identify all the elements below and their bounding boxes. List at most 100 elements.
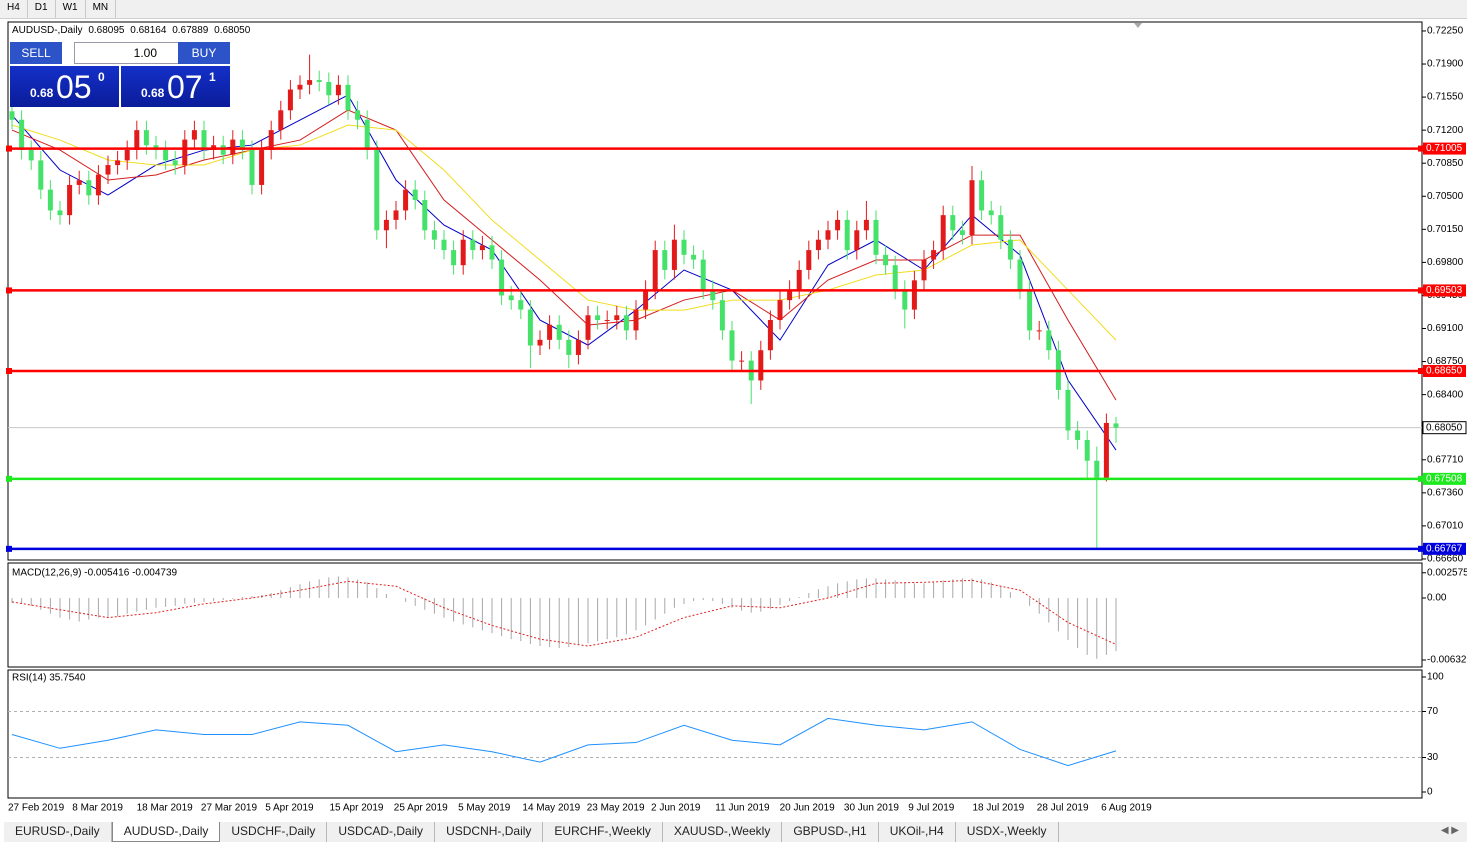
chart-tab[interactable]: USDX-,Weekly	[956, 822, 1059, 842]
macd-tick-label: -0.006326	[1427, 655, 1467, 666]
date-label: 14 May 2019	[522, 803, 580, 814]
candle-body	[1075, 430, 1081, 440]
macd-label: MACD(12,26,9) -0.005416 -0.004739	[12, 568, 178, 579]
candle-body	[345, 84, 351, 111]
bid-quote[interactable]: 0.68 05 0	[10, 66, 119, 107]
level-label: 0.68650	[1426, 366, 1463, 377]
timeframe-button[interactable]: MN	[86, 0, 117, 18]
date-label: 5 Apr 2019	[265, 803, 314, 814]
candle-body	[163, 149, 169, 161]
candle-body	[1094, 460, 1100, 478]
price-tick-label: 0.68750	[1427, 356, 1464, 367]
price-tick-label: 0.70150	[1427, 224, 1464, 235]
tab-scroll[interactable]: ◀ ▶	[1440, 825, 1459, 836]
candle-body	[796, 269, 802, 290]
rsi-line	[11, 717, 1117, 767]
symbol: AUDUSD-,Daily	[12, 25, 83, 36]
price-tick-label: 0.67360	[1427, 487, 1464, 498]
candle-body	[230, 139, 236, 155]
candle-body	[921, 259, 927, 281]
candle-body	[931, 250, 937, 260]
candle-body	[297, 84, 303, 90]
chart-tab[interactable]: AUDUSD-,Daily	[111, 822, 221, 842]
candle-body	[86, 180, 92, 196]
level-handle	[6, 545, 12, 552]
candle-body	[460, 239, 466, 266]
candle-body	[710, 289, 716, 301]
price-tick-label: 0.71550	[1427, 92, 1464, 103]
candle-body	[47, 189, 53, 211]
candle-body	[518, 300, 524, 310]
ask-quote[interactable]: 0.68 07 1	[121, 66, 230, 107]
level-handle	[1418, 475, 1424, 482]
candle-body	[182, 139, 188, 166]
chart-tab[interactable]: EURCHF-,Weekly	[543, 822, 663, 842]
price-tick-label: 0.67710	[1427, 454, 1464, 465]
level-box	[1423, 542, 1466, 555]
chart-header: AUDUSD-,Daily 0.68095 0.68164 0.67889 0.…	[12, 25, 253, 36]
ask-pips: 07	[167, 69, 203, 105]
sell-button[interactable]: SELL	[10, 42, 62, 64]
candle-body	[863, 219, 869, 231]
date-label: 20 Jun 2019	[780, 803, 835, 814]
date-label: 27 Feb 2019	[8, 803, 65, 814]
candle-body	[9, 111, 15, 120]
candle-body	[76, 180, 82, 185]
timeframe-button[interactable]: W1	[56, 0, 86, 18]
candle-body	[1113, 423, 1119, 428]
candle-body	[1036, 330, 1042, 332]
timeframe-button[interactable]: H4	[0, 0, 28, 18]
candle-body	[1046, 330, 1052, 351]
candle-body	[566, 339, 572, 355]
candle-body	[623, 315, 629, 331]
candle-body	[143, 130, 149, 146]
level-label: 0.71005	[1426, 143, 1463, 154]
candle-body	[19, 119, 25, 150]
candle-body	[883, 254, 889, 266]
candle-body	[278, 110, 284, 131]
candle-body	[316, 80, 322, 82]
level-label: 0.66767	[1426, 543, 1463, 554]
candle-body	[643, 289, 649, 310]
date-label: 5 May 2019	[458, 803, 511, 814]
timeframe-button[interactable]: D1	[28, 0, 56, 18]
candle-body	[489, 245, 495, 260]
chart-tab[interactable]: UKOil-,H4	[879, 822, 956, 842]
candle-body	[393, 210, 399, 220]
candle-body	[105, 165, 111, 175]
candle-body	[115, 160, 121, 166]
candle-body	[220, 145, 226, 155]
candle-body	[441, 239, 447, 251]
level-box	[1423, 472, 1466, 485]
candle-body	[758, 350, 764, 381]
candle-body	[806, 250, 812, 270]
macd-tick-label: 0.00	[1427, 593, 1447, 604]
candle-body	[547, 324, 553, 340]
chart-tab[interactable]: GBPUSD-,H1	[782, 822, 879, 842]
level-handle	[1418, 545, 1424, 552]
candle-body	[451, 250, 457, 266]
ohlc-close: 0.68050	[214, 25, 251, 36]
chart-tab[interactable]: XAUUSD-,Weekly	[663, 822, 783, 842]
candle-body	[287, 89, 293, 111]
candle-body	[38, 160, 44, 190]
candle-body	[844, 219, 850, 251]
chart-tab[interactable]: USDCAD-,Daily	[327, 822, 436, 842]
date-label: 2 Jun 2019	[651, 803, 701, 814]
candle-body	[268, 130, 274, 150]
chart-tab[interactable]: USDCNH-,Daily	[435, 822, 544, 842]
bid-point: 0	[98, 70, 105, 84]
date-label: 15 Apr 2019	[330, 803, 384, 814]
candle-body	[191, 130, 197, 140]
date-label: 28 Jul 2019	[1037, 803, 1089, 814]
ohlc-open: 0.68095	[88, 25, 125, 36]
chart-tab[interactable]: EURUSD-,Daily	[4, 822, 112, 842]
lot-input[interactable]: 1.00	[74, 42, 186, 64]
candle-body	[835, 219, 841, 231]
candle-body	[652, 250, 658, 290]
price-tick-label: 0.67010	[1427, 521, 1464, 532]
buy-button[interactable]: BUY	[178, 42, 230, 64]
candle-body	[940, 215, 946, 251]
candle-body	[431, 230, 437, 240]
chart-tab[interactable]: USDCHF-,Daily	[220, 822, 328, 842]
